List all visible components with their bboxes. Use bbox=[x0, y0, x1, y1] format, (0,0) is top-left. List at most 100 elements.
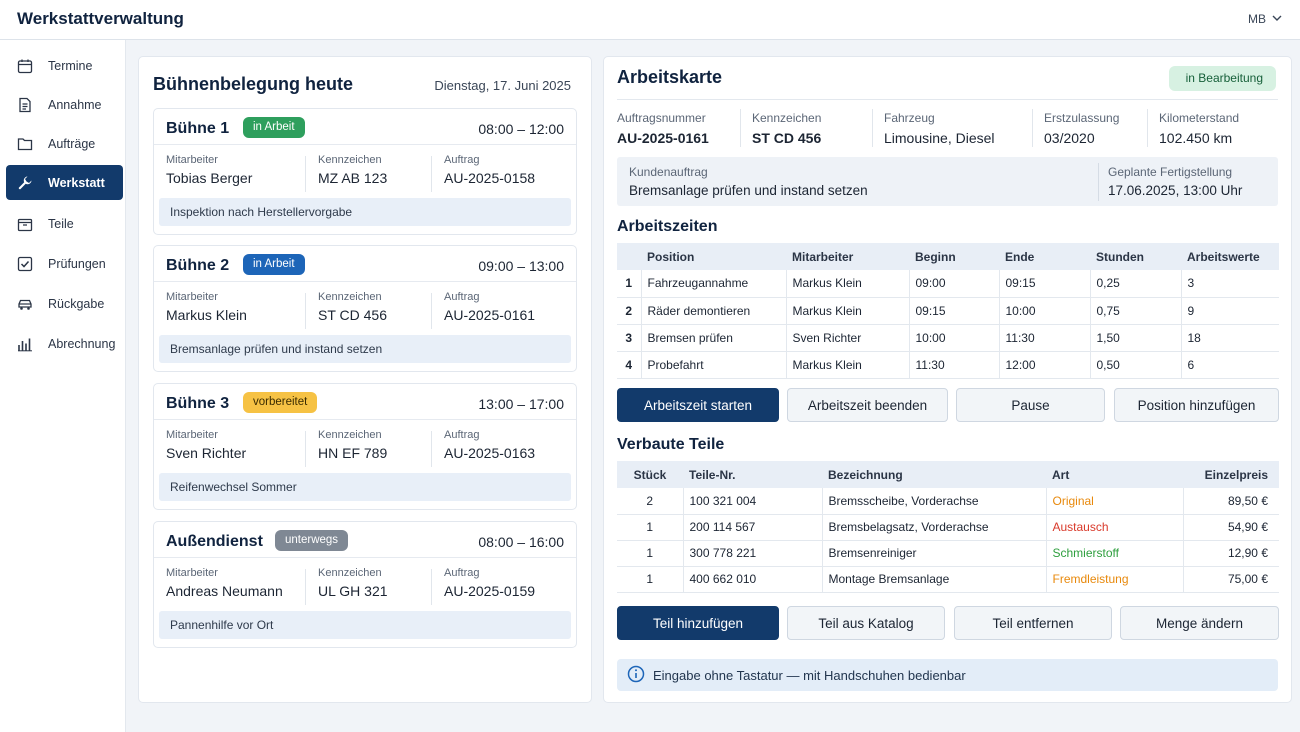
column-header: Stück bbox=[617, 461, 683, 488]
status-badge: unterwegs bbox=[275, 530, 349, 551]
change-quantity-button[interactable]: Menge ändern bbox=[1120, 606, 1279, 640]
table-cell: 0,75 bbox=[1090, 297, 1182, 325]
vehicle-field: Fahrzeug Limousine, Diesel bbox=[884, 111, 995, 146]
table-row[interactable]: 1 Fahrzeugannahme Markus Klein 09:00 09:… bbox=[617, 270, 1279, 298]
sidebar-item-label: Abrechnung bbox=[48, 336, 116, 351]
bay-card-2[interactable]: Bühne 2 in Arbeit 09:00 – 13:00 Mitarbei… bbox=[153, 245, 577, 372]
field-value: Markus Klein bbox=[166, 307, 247, 323]
field-value: ST CD 456 bbox=[318, 307, 387, 323]
bay-name: Außendienst bbox=[166, 533, 263, 550]
bay-card-1[interactable]: Bühne 1 in Arbeit 08:00 – 12:00 Mitarbei… bbox=[153, 108, 577, 235]
table-cell: 11:30 bbox=[999, 324, 1091, 352]
bay-card-3[interactable]: Bühne 3 vorbereitet 13:00 – 17:00 Mitarb… bbox=[153, 383, 577, 510]
table-row[interactable]: 1 200 114 567 Bremsbelagsatz, Vorderachs… bbox=[617, 514, 1279, 541]
field-label: Kennzeichen bbox=[318, 154, 382, 166]
employee-field: Mitarbeiter Sven Richter bbox=[166, 429, 246, 461]
column-header: Ende bbox=[999, 243, 1090, 270]
field-value: 102.450 km bbox=[1159, 130, 1233, 146]
table-row[interactable]: 1 300 778 221 Bremsenreiniger Schmiersto… bbox=[617, 540, 1279, 567]
work-times-title: Arbeitszeiten bbox=[617, 218, 718, 235]
table-cell: 18 bbox=[1181, 324, 1279, 352]
column-header: Stunden bbox=[1090, 243, 1181, 270]
start-work-time-button[interactable]: Arbeitszeit starten bbox=[617, 388, 779, 422]
installed-parts-title: Verbaute Teile bbox=[617, 436, 725, 453]
table-header-row: Position Mitarbeiter Beginn Ende Stunden… bbox=[617, 243, 1279, 270]
sidebar-item-annahme[interactable]: Annahme bbox=[6, 87, 123, 122]
plate-field: Kennzeichen MZ AB 123 bbox=[318, 154, 387, 186]
sidebar-item-auftraege[interactable]: Aufträge bbox=[6, 126, 123, 161]
part-from-catalog-button[interactable]: Teil aus Katalog bbox=[787, 606, 945, 640]
field-label: Mitarbeiter bbox=[166, 291, 218, 303]
field-value: 03/2020 bbox=[1044, 130, 1095, 146]
divider bbox=[1098, 163, 1099, 201]
table-cell: Fahrzeugannahme bbox=[641, 270, 787, 298]
bay-time: 09:00 – 13:00 bbox=[478, 258, 564, 274]
table-cell: 11:30 bbox=[909, 351, 1000, 379]
sidebar-item-termine[interactable]: Termine bbox=[6, 48, 123, 83]
bay-note: Pannenhilfe vor Ort bbox=[159, 611, 571, 639]
table-cell: 1 bbox=[617, 540, 684, 567]
planned-completion-field: Geplante Fertigstellung 17.06.2025, 13:0… bbox=[1108, 165, 1242, 198]
divider bbox=[431, 293, 432, 329]
add-position-button[interactable]: Position hinzufügen bbox=[1114, 388, 1279, 422]
table-header-row: Stück Teile-Nr. Bezeichnung Art Einzelpr… bbox=[617, 461, 1279, 488]
glove-hint: Eingabe ohne Tastatur — mit Handschuhen … bbox=[617, 659, 1278, 691]
bay-card-field-service[interactable]: Außendienst unterwegs 08:00 – 16:00 Mita… bbox=[153, 521, 577, 648]
work-times-table: Position Mitarbeiter Beginn Ende Stunden… bbox=[617, 243, 1279, 379]
app-title: Werkstattverwaltung bbox=[17, 9, 184, 28]
bay-name: Bühne 2 bbox=[166, 257, 230, 274]
field-label: Fahrzeug bbox=[884, 111, 935, 125]
divider bbox=[305, 569, 306, 605]
table-cell: Markus Klein bbox=[786, 297, 910, 325]
sidebar-item-pruefungen[interactable]: Prüfungen bbox=[6, 246, 123, 281]
table-cell: 6 bbox=[1181, 351, 1279, 379]
divider bbox=[872, 109, 873, 147]
table-cell: 2 bbox=[617, 297, 642, 325]
end-work-time-button[interactable]: Arbeitszeit beenden bbox=[787, 388, 948, 422]
table-row[interactable]: 2 Räder demontieren Markus Klein 09:15 1… bbox=[617, 297, 1279, 325]
job-card-panel: Arbeitskarte in Bearbeitung Auftragsnumm… bbox=[603, 56, 1292, 703]
field-value: AU-2025-0159 bbox=[444, 583, 536, 599]
field-value: AU-2025-0161 bbox=[617, 130, 709, 146]
sidebar-item-label: Rückgabe bbox=[48, 296, 105, 311]
sidebar-item-label: Teile bbox=[48, 216, 74, 231]
wrench-icon bbox=[17, 175, 33, 191]
order-field: Auftrag AU-2025-0158 bbox=[444, 154, 535, 186]
table-row[interactable]: 1 400 662 010 Montage Bremsanlage Fremdl… bbox=[617, 566, 1279, 593]
table-cell: 1 bbox=[617, 514, 684, 541]
field-value: ST CD 456 bbox=[752, 130, 822, 146]
divider bbox=[154, 419, 576, 420]
column-header: Art bbox=[1046, 461, 1183, 488]
sidebar-item-abrechnung[interactable]: Abrechnung bbox=[6, 326, 123, 361]
table-cell: Bremsscheibe, Vorderachse bbox=[822, 488, 1047, 515]
sidebar-item-teile[interactable]: Teile bbox=[6, 206, 123, 241]
table-cell: 54,90 € bbox=[1183, 514, 1279, 541]
remove-part-button[interactable]: Teil entfernen bbox=[954, 606, 1112, 640]
table-row[interactable]: 2 100 321 004 Bremsscheibe, Vorderachse … bbox=[617, 488, 1279, 515]
field-label: Kilometerstand bbox=[1159, 111, 1240, 125]
bay-occupancy-panel: Bühnenbelegung heute Dienstag, 17. Juni … bbox=[138, 56, 592, 703]
table-row[interactable]: 4 Probefahrt Markus Klein 11:30 12:00 0,… bbox=[617, 351, 1279, 379]
user-menu[interactable]: MB bbox=[1248, 12, 1282, 26]
sidebar: Termine Annahme Aufträge Werkstatt Teile… bbox=[0, 40, 126, 732]
status-badge: in Arbeit bbox=[243, 117, 305, 138]
table-cell: 09:15 bbox=[999, 270, 1091, 298]
column-header: Teile-Nr. bbox=[683, 461, 822, 488]
table-cell: 3 bbox=[617, 324, 642, 352]
add-part-button[interactable]: Teil hinzufügen bbox=[617, 606, 779, 640]
plate-field: Kennzeichen ST CD 456 bbox=[318, 291, 387, 323]
table-cell: 12,90 € bbox=[1183, 540, 1279, 567]
sidebar-item-rueckgabe[interactable]: Rückgabe bbox=[6, 286, 123, 321]
info-icon bbox=[627, 665, 653, 686]
table-row[interactable]: 3 Bremsen prüfen Sven Richter 10:00 11:3… bbox=[617, 324, 1279, 352]
installed-parts-table: Stück Teile-Nr. Bezeichnung Art Einzelpr… bbox=[617, 461, 1279, 593]
table-cell: 300 778 221 bbox=[683, 540, 823, 567]
folder-icon bbox=[17, 136, 33, 152]
pause-button[interactable]: Pause bbox=[956, 388, 1105, 422]
table-cell: 400 662 010 bbox=[683, 566, 823, 593]
sidebar-item-werkstatt[interactable]: Werkstatt bbox=[6, 165, 123, 200]
column-header: Bezeichnung bbox=[822, 461, 1046, 488]
table-cell: 9 bbox=[1181, 297, 1279, 325]
field-label: Auftrag bbox=[444, 567, 480, 579]
part-type-cell: Original bbox=[1046, 488, 1184, 515]
